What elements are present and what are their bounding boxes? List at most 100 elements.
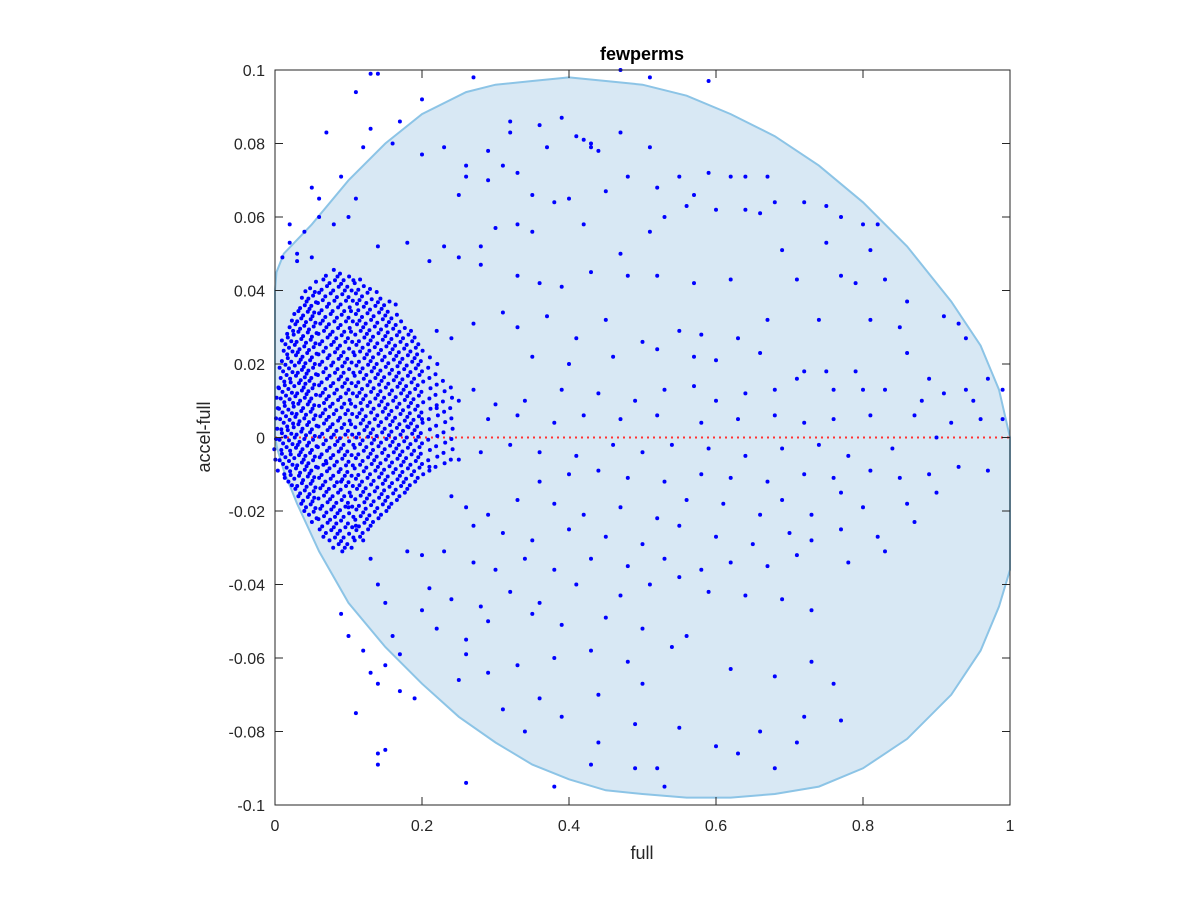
data-point xyxy=(285,335,290,340)
data-point xyxy=(281,348,286,353)
data-point xyxy=(611,442,616,447)
data-point xyxy=(385,474,390,479)
data-point xyxy=(364,465,369,470)
data-point xyxy=(402,367,407,372)
data-point xyxy=(372,489,377,494)
data-point xyxy=(361,510,366,515)
data-point xyxy=(515,222,520,227)
data-point xyxy=(404,456,409,461)
data-point xyxy=(379,471,384,476)
data-point xyxy=(743,207,748,212)
data-point xyxy=(376,331,381,336)
data-point xyxy=(386,433,391,438)
data-point xyxy=(375,413,380,418)
data-point xyxy=(419,389,424,394)
data-point xyxy=(331,473,336,478)
data-point xyxy=(978,417,983,422)
data-point xyxy=(410,359,415,364)
data-point xyxy=(320,483,325,488)
data-point xyxy=(339,374,344,379)
data-point xyxy=(831,475,836,480)
data-point xyxy=(471,75,476,80)
data-point xyxy=(324,510,329,515)
data-point xyxy=(772,766,777,771)
data-point xyxy=(295,442,300,447)
data-point xyxy=(493,567,498,572)
data-point xyxy=(450,447,455,452)
data-point xyxy=(839,215,843,219)
data-point xyxy=(772,413,777,418)
data-point xyxy=(743,391,748,396)
data-point xyxy=(300,426,305,431)
data-point xyxy=(369,389,374,394)
data-point xyxy=(316,496,321,501)
data-point xyxy=(401,387,406,392)
x-tick-label: 0.2 xyxy=(411,818,433,835)
data-point xyxy=(323,387,328,391)
data-point xyxy=(416,393,421,398)
data-point xyxy=(330,329,335,334)
data-point xyxy=(290,349,295,354)
data-point xyxy=(413,459,418,463)
data-point xyxy=(449,336,454,341)
data-point xyxy=(794,376,799,381)
data-point xyxy=(342,381,347,386)
data-point xyxy=(325,500,330,505)
data-point xyxy=(295,251,300,256)
data-point xyxy=(552,784,557,789)
data-point xyxy=(369,297,374,302)
data-point xyxy=(427,468,432,473)
data-point xyxy=(394,374,399,379)
data-point xyxy=(357,390,362,395)
data-point xyxy=(387,299,392,304)
data-point xyxy=(356,308,361,313)
data-point xyxy=(307,512,311,517)
data-point xyxy=(326,414,331,419)
data-point xyxy=(875,534,880,539)
data-point xyxy=(383,334,388,339)
data-point xyxy=(401,459,406,464)
data-point xyxy=(371,334,375,339)
data-point xyxy=(350,298,355,303)
data-point xyxy=(394,333,399,338)
data-point xyxy=(343,525,348,530)
data-point xyxy=(384,323,389,328)
data-point xyxy=(299,409,304,413)
data-point xyxy=(421,379,426,384)
data-point xyxy=(303,289,308,294)
data-point xyxy=(368,307,372,312)
data-point xyxy=(288,380,293,385)
data-point xyxy=(692,384,696,389)
data-point xyxy=(347,439,352,444)
data-point xyxy=(309,520,314,524)
data-point xyxy=(464,174,469,179)
data-point xyxy=(398,432,403,437)
data-point xyxy=(326,322,331,327)
data-point xyxy=(390,141,395,146)
data-point xyxy=(728,174,733,179)
data-point xyxy=(404,342,409,347)
ticks-layer: 0 0.2 0.4 0.6 0.8 1 -0.1 -0.08 -0.06 -0.04 -0.02 0 0… xyxy=(229,63,1015,835)
data-point xyxy=(293,394,298,399)
data-point xyxy=(332,463,337,468)
data-point xyxy=(335,346,340,351)
data-point xyxy=(307,378,312,383)
data-point xyxy=(320,339,325,344)
data-point xyxy=(589,141,593,146)
data-point xyxy=(340,549,345,554)
data-point xyxy=(317,403,322,408)
data-point xyxy=(391,398,396,403)
data-point xyxy=(360,407,364,412)
data-point xyxy=(596,740,601,745)
data-point xyxy=(342,401,347,406)
data-point xyxy=(302,375,307,380)
data-point xyxy=(283,434,288,439)
data-point xyxy=(307,399,312,404)
data-point xyxy=(321,277,326,282)
data-point xyxy=(433,372,438,377)
data-point xyxy=(386,412,391,417)
data-point xyxy=(486,178,491,183)
data-point xyxy=(344,463,348,468)
data-point xyxy=(435,413,440,418)
data-point xyxy=(325,428,330,433)
